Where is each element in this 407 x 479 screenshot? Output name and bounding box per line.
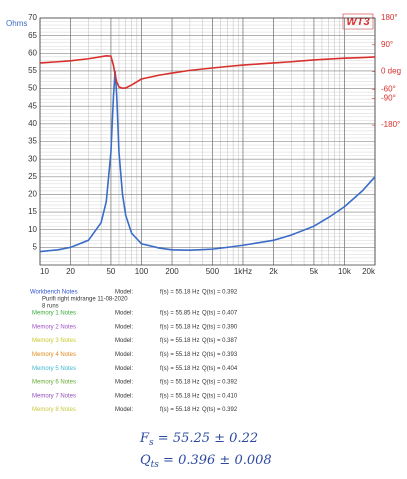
y-tick-label: 35 — [28, 137, 37, 146]
model-label: Model: — [115, 407, 133, 413]
x-tick-label: 10k — [338, 267, 352, 276]
x-tick-label: 100 — [135, 267, 149, 276]
y-tick-label: 25 — [28, 172, 37, 181]
model-label: Model: — [115, 311, 133, 317]
y2-tick-label: -60° — [381, 85, 396, 94]
x-tick-label: 1kHz — [234, 267, 252, 276]
x-tick-label: 200 — [165, 267, 179, 276]
model-label: Model: — [115, 393, 133, 399]
x-tick-label: 20 — [66, 267, 75, 276]
handwritten-line: Qts = 0.396 ± 0.008 — [140, 453, 272, 470]
fs-value: f(s) = 55.18 Hz — [160, 366, 200, 372]
qts-value: Q(ts) = 0.393 — [202, 352, 238, 358]
y2-tick-label: 0 deg — [381, 67, 401, 76]
notes-label: Workbench Notes — [30, 290, 78, 296]
fs-value: f(s) = 55.85 Hz — [160, 311, 200, 317]
qts-value: Q(ts) = 0.387 — [202, 338, 238, 344]
notes-line: Purifi right midrange 11-08-2020 — [42, 297, 128, 303]
y-tick-label: 45 — [28, 101, 37, 110]
y-tick-label: 10 — [28, 225, 37, 234]
qts-value: Q(ts) = 0.410 — [202, 393, 238, 399]
fs-value: f(s) = 55.18 Hz — [160, 407, 200, 413]
qts-value: Q(ts) = 0.392 — [202, 380, 238, 386]
memory-label: Memory 3 Notes — [32, 338, 76, 344]
handwritten-part: = 55.25 ± 0.22 — [154, 431, 258, 446]
memory-label: Memory 7 Notes — [32, 393, 76, 399]
y-tick-label: 70 — [28, 13, 37, 22]
model-label: Model: — [115, 366, 133, 372]
y2-tick-label: -90° — [381, 93, 396, 102]
x-tick-label: 2k — [269, 267, 278, 276]
data-line — [39, 54, 376, 90]
y2-tick-label: 90° — [381, 40, 393, 49]
plot-frame — [39, 17, 376, 266]
y2-tick-label: 180° — [381, 13, 398, 22]
handwritten-part: ts — [151, 460, 160, 470]
memory-label: Memory 2 Notes — [32, 324, 76, 330]
data-line — [39, 70, 376, 253]
fs-value: f(s) = 55.18 Hz — [160, 338, 200, 344]
y-tick-label: 20 — [28, 190, 37, 199]
y-tick-label: 55 — [28, 66, 37, 75]
handwritten-part: s — [149, 438, 154, 448]
memory-label: Memory 5 Notes — [32, 366, 76, 372]
qts-value: Q(ts) = 0.404 — [202, 366, 238, 372]
model-label: Model: — [115, 338, 133, 344]
memory-label: Memory 8 Notes — [32, 407, 76, 413]
x-tick-label: 20k — [362, 267, 376, 276]
handwritten-part: Q — [140, 453, 151, 468]
x-tick-label: 50 — [106, 267, 115, 276]
x-tick-label: 10 — [40, 267, 49, 276]
y-tick-label: 60 — [28, 48, 37, 57]
x-tick-label: 500 — [206, 267, 220, 276]
memory-label: Memory 4 Notes — [32, 352, 76, 358]
handwritten-line: Fs = 55.25 ± 0.22 — [139, 431, 258, 448]
qts-value: Q(ts) = 0.390 — [202, 324, 238, 330]
qts-value: Q(ts) = 0.392 — [202, 290, 238, 296]
model-label: Model: — [115, 324, 133, 330]
fs-value: f(s) = 55.18 Hz — [160, 393, 200, 399]
model-label: Model: — [115, 352, 133, 358]
fs-value: f(s) = 55.18 Hz — [160, 324, 200, 330]
fs-value: f(s) = 55.18 Hz — [160, 352, 200, 358]
y-tick-label: 30 — [28, 154, 37, 163]
fs-value: f(s) = 55.18 Hz — [160, 380, 200, 386]
notes-line: 8 runs — [42, 304, 59, 310]
y2-tick-label: -180° — [381, 120, 400, 129]
qts-value: Q(ts) = 0.392 — [202, 407, 238, 413]
x-tick-label: 5k — [310, 267, 319, 276]
y-tick-label: 15 — [28, 207, 37, 216]
model-label: Model: — [115, 380, 133, 386]
handwritten-part: F — [139, 431, 150, 446]
handwritten-part: = 0.396 ± 0.008 — [159, 453, 272, 468]
y-tick-label: 40 — [28, 119, 37, 128]
y-tick-label: 65 — [28, 31, 37, 40]
qts-value: Q(ts) = 0.407 — [202, 311, 238, 317]
model-label: Model: — [115, 290, 133, 296]
y-tick-label: 50 — [28, 84, 37, 93]
y-tick-label: 5 — [33, 242, 38, 251]
fs-value: f(s) = 55.18 Hz — [160, 290, 200, 296]
y-axis-title: Ohms — [6, 19, 27, 28]
memory-label: Memory 6 Notes — [32, 380, 76, 386]
memory-label: Memory 1 Notes — [32, 311, 76, 317]
